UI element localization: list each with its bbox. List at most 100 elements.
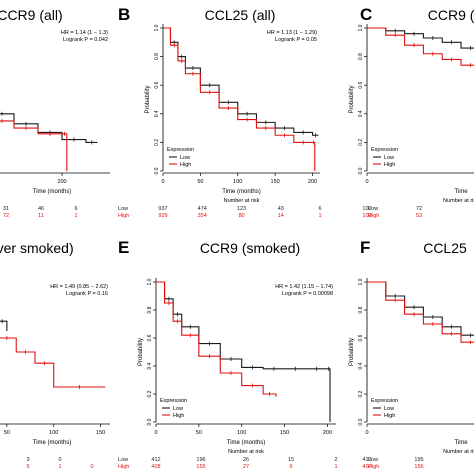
legend-label-low: Low <box>180 155 190 161</box>
risk-value: 11 <box>38 213 44 219</box>
legend-label-low: Low <box>384 155 394 161</box>
risk-table-header: Number at risk <box>224 198 260 204</box>
y-tick-label: 0.8 <box>147 306 153 313</box>
logrank-annotation: Logrank P = 0.05 <box>275 37 317 43</box>
x-tick-label: 200 <box>57 179 66 185</box>
risk-value: 80 <box>238 213 244 219</box>
risk-value: 354 <box>198 213 207 219</box>
risk-value: 14 <box>278 213 284 219</box>
y-tick-label: 0.8 <box>358 53 364 60</box>
x-tick-label: 50 <box>196 430 202 436</box>
logrank-annotation: Logrank P = 0.00098 <box>282 291 333 297</box>
risk-value: 408 <box>151 464 160 470</box>
legend-label-high: High <box>173 413 184 419</box>
y-tick-label: 0.4 <box>358 110 364 117</box>
risk-value: 26 <box>243 457 249 463</box>
legend-label-low: Low <box>384 406 394 412</box>
panel-title: CCR9 (n <box>428 7 474 23</box>
y-tick-label: 0.6 <box>358 82 364 89</box>
risk-value: 27 <box>243 464 249 470</box>
logrank-annotation: Logrank P = 0.042 <box>63 37 108 43</box>
survival-curve-low <box>0 113 98 143</box>
x-tick-label: 200 <box>308 179 317 185</box>
panel-title: CCL25 <box>423 240 467 256</box>
x-axis-label: Time (months) <box>227 440 265 446</box>
x-axis-label: Time <box>454 440 468 446</box>
risk-value: 102 <box>362 206 371 212</box>
risk-row-label: High <box>118 213 129 219</box>
x-axis-label: Time (months) <box>33 440 71 446</box>
risk-row-label: High <box>368 213 379 219</box>
y-tick-label: 0.6 <box>154 82 160 89</box>
survival-curve-high <box>0 120 68 171</box>
risk-row-label: Low <box>118 206 128 212</box>
x-tick-label: 100 <box>233 179 242 185</box>
y-tick-label: 0.0 <box>358 418 364 425</box>
legend-title: Expression <box>371 147 398 153</box>
risk-value: 1 <box>74 213 77 219</box>
y-tick-label: 1.0 <box>147 278 153 285</box>
x-tick-label: 150 <box>280 430 289 436</box>
y-tick-label: 0.4 <box>147 362 153 369</box>
risk-value: 155 <box>196 464 205 470</box>
panel-5: E CCR9 (smoked) 0.0 0.2 0.4 0.6 0.8 1.0 Probabil… <box>118 238 338 470</box>
risk-value: 1 <box>58 464 61 470</box>
survival-curve-low <box>0 320 8 331</box>
risk-value: 0 <box>58 457 61 463</box>
y-tick-label: 1.0 <box>358 24 364 31</box>
x-axis-label: Time (months) <box>33 189 71 195</box>
y-axis-label: Probability <box>145 85 151 113</box>
survival-curve-low <box>156 281 331 422</box>
x-axis-label: Time (months) <box>222 189 260 195</box>
risk-value: 53 <box>416 213 422 219</box>
panel-3: C CCR9 (n 0.0 0.2 0.4 0.6 0.8 1.0 Probability 0 Ti… <box>349 5 474 219</box>
risk-value: 929 <box>158 213 167 219</box>
panel-title: CCR9 (smoked) <box>200 240 300 256</box>
hr-annotation: HR = 1.49 (0.85 − 2.62) <box>50 284 108 290</box>
x-tick-label: 0 <box>365 430 368 436</box>
risk-value: 412 <box>151 457 160 463</box>
y-tick-label: 1.0 <box>358 278 364 285</box>
risk-row-label: Low <box>118 457 128 463</box>
risk-value: 195 <box>414 457 423 463</box>
hr-annotation: HR = 1.13 (1 − 1.29) <box>267 30 317 36</box>
legend-title: Expression <box>167 147 194 153</box>
risk-value: 156 <box>414 464 423 470</box>
x-tick-label: 0 <box>365 179 368 185</box>
y-tick-label: 0.6 <box>147 334 153 341</box>
risk-value: 15 <box>288 457 294 463</box>
legend-title: Expression <box>371 398 398 404</box>
risk-value: 103 <box>362 213 371 219</box>
panel-2: B CCL25 (all) 0.0 0.2 0.4 0.6 0.8 1.0 Probabilit… <box>118 5 322 219</box>
risk-value: 72 <box>416 206 422 212</box>
y-tick-label: 0.0 <box>154 167 160 174</box>
risk-table-header: Number at risk <box>443 198 474 204</box>
risk-value: 72 <box>3 213 9 219</box>
hr-annotation: HR = 1.14 (1 − 1.3) <box>61 30 108 36</box>
x-tick-label: 100 <box>237 430 246 436</box>
risk-value: 3 <box>26 457 29 463</box>
y-tick-label: 0.2 <box>154 139 160 146</box>
y-tick-label: 0.6 <box>358 334 364 341</box>
risk-row-label: Low <box>368 206 378 212</box>
y-tick-label: 1.0 <box>154 24 160 31</box>
y-tick-label: 0.2 <box>358 139 364 146</box>
survival-curve-low <box>367 27 474 49</box>
y-tick-label: 0.4 <box>358 362 364 369</box>
panel-6: F CCL25 0.0 0.2 0.4 0.6 0.8 1.0 Probability 0 Time… <box>349 238 474 470</box>
x-tick-label: 0 <box>154 430 157 436</box>
risk-value: 937 <box>158 206 167 212</box>
risk-table-header: Number at risk <box>443 449 474 455</box>
risk-value: 6 <box>318 206 321 212</box>
y-tick-label: 0.0 <box>147 418 153 425</box>
risk-table-header: Number at risk <box>228 449 264 455</box>
panel-title: (never smoked) <box>0 240 74 256</box>
survival-curve-high <box>367 281 474 343</box>
risk-value: 31 <box>3 206 9 212</box>
survival-curve-low <box>367 281 474 336</box>
risk-value: 6 <box>74 206 77 212</box>
x-tick-label: 200 <box>323 430 332 436</box>
risk-value: 5 <box>26 464 29 470</box>
